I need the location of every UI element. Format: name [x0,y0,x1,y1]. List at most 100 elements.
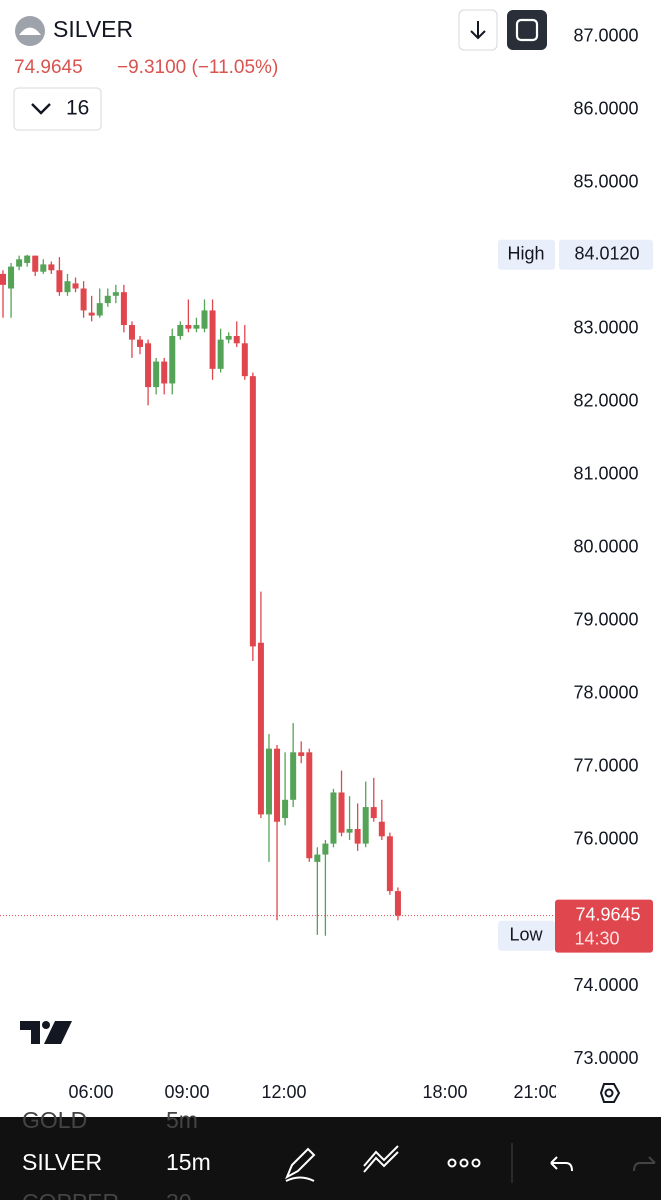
candle-body [354,829,361,844]
candle-body [362,807,369,844]
candle-body [201,310,208,329]
candle-body [16,259,23,267]
watch-interval: 15m [166,1149,211,1175]
candle-body [88,312,95,316]
candle-body [96,303,103,316]
candle-body [56,270,63,293]
download-icon [470,21,486,40]
y-tick-label: 73.0000 [573,1048,638,1068]
candle-body [378,821,385,837]
symbol-icon-shape [19,27,41,35]
undo-button[interactable] [550,1156,573,1172]
marker-name: High [507,244,544,264]
candle-body [298,752,305,756]
last-price-tag [555,899,653,953]
candle-body [386,836,393,892]
candle-body [338,792,345,833]
y-tick-label: 80.0000 [573,537,638,557]
x-axis: 06:00 09:00 12:00 18:00 21:00 [68,1082,556,1102]
candle-body [394,891,401,916]
y-tick-label: 83.0000 [573,317,638,337]
logo-dot [42,1021,50,1029]
y-tick-label: 77.0000 [573,756,638,776]
last-price-label: 74.9645 [575,904,640,924]
settings-button[interactable] [599,1083,621,1103]
x-tick-label: 18:00 [422,1082,467,1102]
y-tick-label: 82.0000 [573,390,638,410]
candle-body [24,255,31,263]
watch-symbol[interactable]: SILVER [22,1149,102,1175]
candle-body [161,361,168,384]
y-tick-label: 81.0000 [573,464,638,484]
marker-value-box [559,239,653,270]
candle-body [314,854,321,862]
y-tick-label: 87.0000 [573,25,638,45]
trend-tool[interactable] [363,1145,399,1173]
candle-body [0,273,6,285]
candle-body [48,264,55,271]
candle-body [257,642,264,815]
candle-body [249,376,256,647]
plot: 73.000074.000075.000076.000077.000078.00… [0,25,653,1102]
x-tick-label: 09:00 [164,1082,209,1102]
x-tick-label: 06:00 [68,1082,113,1102]
candle-body [217,339,224,369]
dropdown-value: 16 [66,97,89,120]
settings-icon [604,1088,614,1098]
candle-body [233,335,240,344]
draw-tool[interactable] [284,1147,316,1182]
candle-body [306,752,313,859]
candle-body [290,752,297,800]
candle-body [370,807,377,819]
y-tick-label: 74.0000 [573,975,638,995]
candle-body [120,292,127,326]
candle-body [112,292,119,296]
interval-dropdown[interactable] [13,87,102,131]
candle-body [193,325,200,329]
marker-name-box [498,920,555,951]
candle-body [241,343,248,377]
marker-name-box [498,239,555,270]
watch-interval: 30 [166,1189,192,1200]
more-button[interactable] [447,1158,481,1168]
candle-body [169,335,176,384]
dropdown-chevron [31,103,51,115]
candle-body [80,288,87,311]
candle-body [137,339,144,347]
candle-body [225,335,232,340]
y-tick-label: 79.0000 [573,610,638,630]
candle-body [72,283,79,289]
candle-body [346,829,353,833]
candle-body [330,792,337,844]
watch-symbol[interactable]: GOLD [22,1107,87,1133]
fullscreen-button[interactable] [507,10,547,50]
redo-button[interactable] [633,1156,656,1172]
candle-body [185,325,192,329]
x-tick-label: 12:00 [261,1082,306,1102]
watch-interval: 5m [166,1107,198,1133]
candle-body [104,295,111,304]
bottom-toolbar [0,1117,661,1200]
candle-body [322,843,329,855]
y-tick-label: 76.0000 [573,829,638,849]
candle-body [64,281,71,293]
symbol-title: SILVER [53,16,133,42]
watch-symbol[interactable]: COPPER [22,1189,119,1200]
y-tick-label: 85.0000 [573,171,638,191]
y-tick-label: 86.0000 [573,98,638,118]
marker-name: Low [509,925,543,945]
candle-body [128,325,135,340]
candle-body [282,799,289,819]
candle-body [177,325,184,336]
fullscreen-icon [515,18,539,42]
candle-body [209,310,216,369]
price-change: −9.3100 (−11.05%) [117,57,278,78]
countdown-label: 14:30 [574,928,619,948]
logo [20,1021,72,1044]
candle-body [145,343,152,388]
last-price: 74.9645 [14,57,83,78]
candle-body [40,264,47,272]
candle-body [32,255,39,272]
